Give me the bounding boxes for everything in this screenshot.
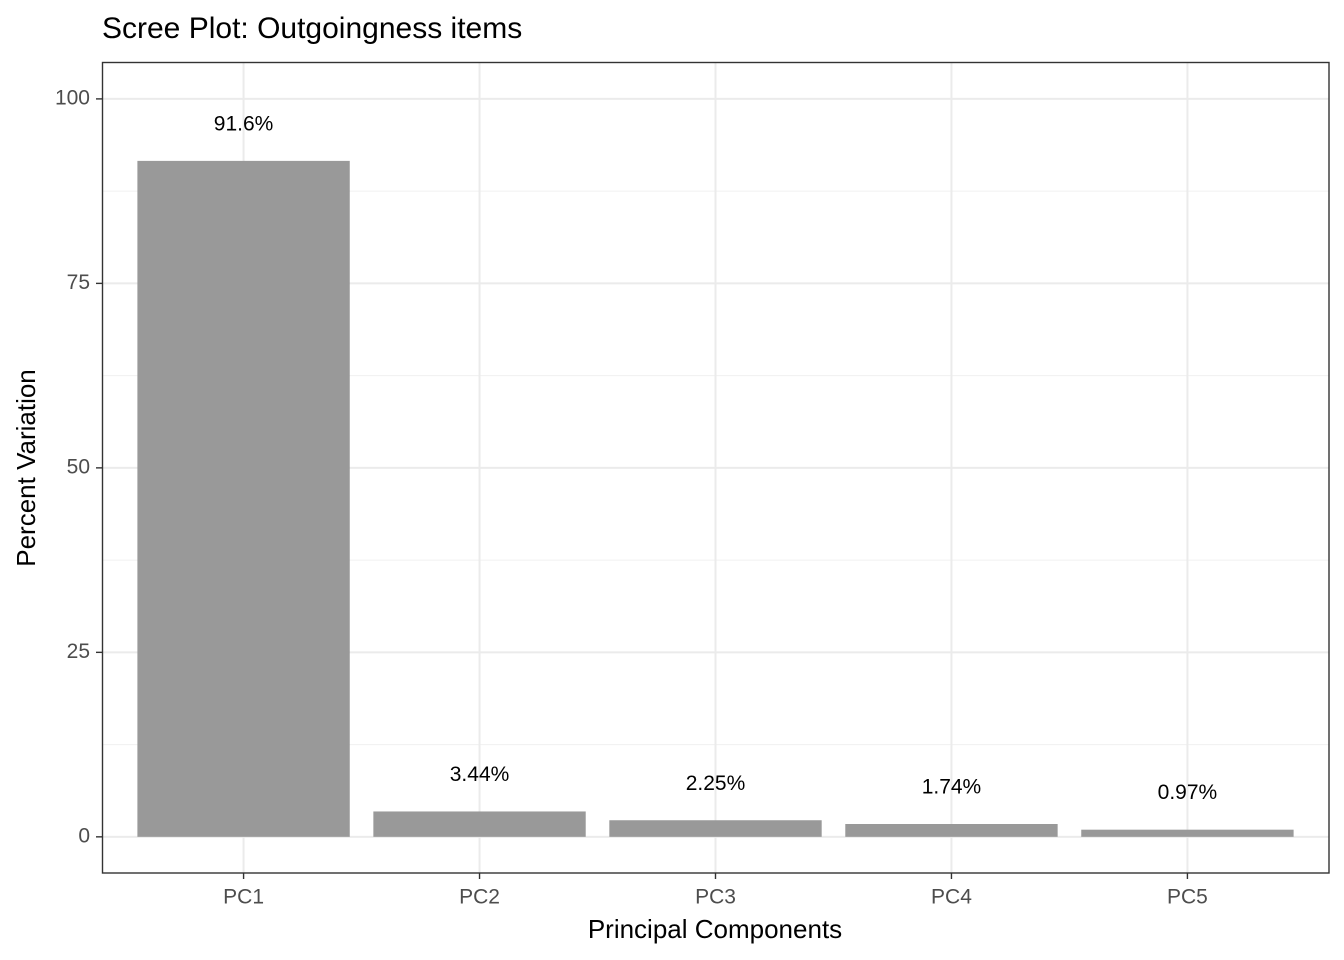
y-tick-label: 75 (67, 271, 90, 294)
y-tick-label: 100 (55, 86, 90, 109)
bar (137, 160, 350, 837)
x-axis-title: Principal Components (588, 914, 842, 944)
y-tick-label: 25 (67, 640, 90, 663)
panel-border (101, 61, 1330, 874)
y-axis-title: Percent Variation (11, 369, 41, 567)
y-tick-label: 50 (67, 455, 90, 478)
bar (609, 820, 822, 837)
marks: 91.6% 3.44% 2.25% 1.74% 0.97% (137, 112, 1294, 837)
bar (373, 811, 586, 837)
bar (1081, 829, 1294, 837)
x-tick-label: PC5 (1167, 886, 1208, 909)
chart-title: Scree Plot: Outgoingness items (102, 12, 522, 45)
value-label: 3.44% (450, 763, 510, 786)
value-label: 1.74% (922, 776, 982, 799)
x-tick-label: PC3 (695, 886, 736, 909)
x-tick-label: PC4 (931, 886, 972, 909)
x-tick-label: PC1 (223, 886, 264, 909)
bar (845, 824, 1058, 837)
value-label: 91.6% (214, 112, 274, 135)
x-tick-label: PC2 (459, 886, 500, 909)
y-tick-label: 0 (78, 824, 90, 847)
value-label: 2.25% (686, 772, 746, 795)
value-label: 0.97% (1158, 781, 1218, 804)
